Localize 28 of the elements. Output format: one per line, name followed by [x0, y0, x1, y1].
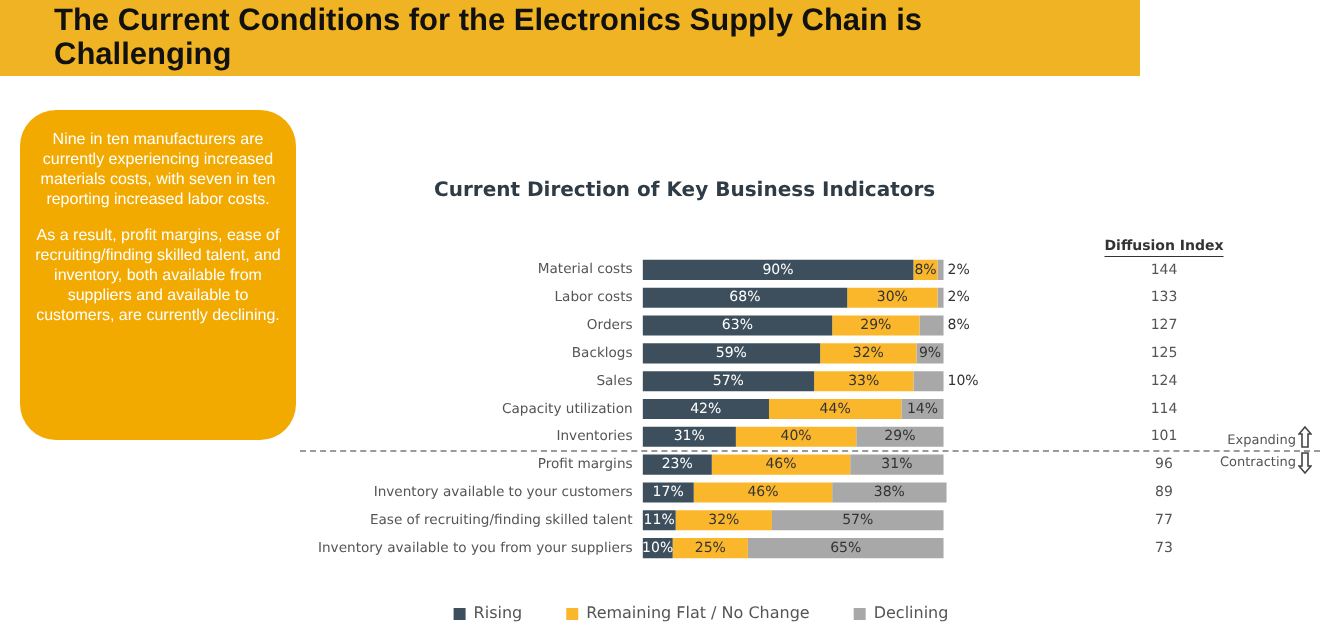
bar [771, 510, 944, 531]
bar [832, 482, 947, 503]
legend-label: Rising [473, 604, 523, 623]
bar [913, 371, 944, 392]
bar [693, 482, 833, 503]
bar [937, 287, 944, 308]
legend-label: Declining [873, 604, 949, 623]
bar [642, 371, 815, 392]
text: Nine in ten manufacturers are currently experiencing increased materials costs, with seven in ten reporting increased labor costs. [38, 130, 278, 210]
bar [642, 287, 848, 308]
bar [711, 454, 851, 475]
bar [642, 259, 914, 280]
bar [642, 315, 833, 336]
text: As a result, profit margins, ease of recruiting/finding skilled talent, and inventory, both available from suppliers and available to customers, are currently declining. [33, 226, 283, 326]
bar [642, 426, 736, 447]
legend-label: Remaining Flat / No Change [586, 604, 810, 623]
bar [642, 343, 821, 364]
chart-subtitle: Current Direction of Key Business Indicators [434, 180, 936, 202]
bar [850, 454, 944, 475]
bar [937, 259, 944, 280]
bar [768, 398, 902, 420]
bar [832, 315, 920, 336]
bar [735, 426, 857, 447]
bar [814, 371, 914, 392]
bar [919, 315, 944, 336]
chart-title: The Current Conditions for the Electronics Supply Chain is Challenging [54, 4, 925, 72]
bar [642, 398, 769, 420]
bar [747, 538, 944, 559]
